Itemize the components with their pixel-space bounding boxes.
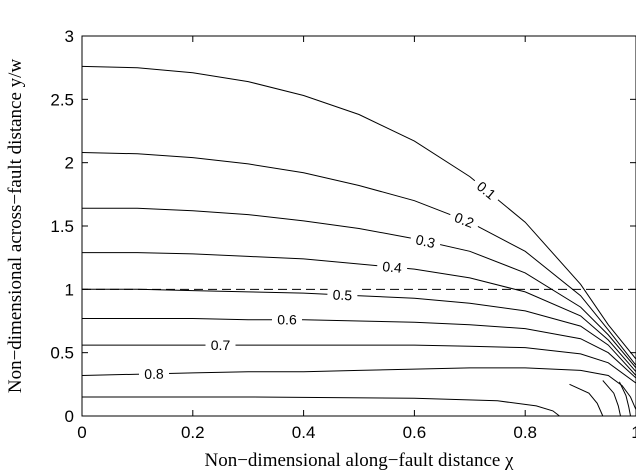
x-axis-ticks: 0 0.2 0.4 0.6 0.8 1 [77, 36, 636, 442]
y-tick-label: 2.5 [50, 90, 74, 109]
x-axis-label: Non−dimensional along−fault distance χ [205, 450, 515, 471]
y-tick-label: 1.5 [50, 217, 74, 236]
y-axis-label: Non−dimensional across−fault distance y/… [5, 59, 26, 394]
contour-line-0-6 [82, 318, 636, 379]
plot-area [82, 36, 636, 416]
contour-label-background [409, 230, 442, 253]
contour-label-background [376, 257, 408, 277]
contour-label-text: 0.5 [332, 286, 352, 303]
x-tick-label: 0 [77, 423, 86, 442]
contour-line-0-5 [82, 288, 636, 376]
contour-label-text: 0.7 [211, 337, 231, 353]
contour-label-background [447, 207, 482, 233]
contour-label-0-7: 0.7 [205, 337, 236, 354]
y-tick-label: 0 [65, 407, 74, 426]
contour-label-0-8: 0.8 [138, 365, 170, 383]
y-tick-label: 3 [65, 27, 74, 46]
x-tick-label: 0.4 [292, 423, 316, 442]
contour-label-text: 0.8 [144, 366, 164, 382]
x-tick-label: 0.6 [403, 423, 427, 442]
contour-labels: 0.10.20.30.40.50.60.70.8 [138, 174, 504, 383]
contour-label-text: 0.3 [414, 231, 437, 251]
contour-line-0-3 [82, 207, 636, 369]
contour-line-unlabeled-8 [82, 396, 560, 417]
contour-label-background [469, 174, 504, 207]
contour-label-background [205, 337, 236, 354]
contour-label-0-5: 0.5 [327, 286, 358, 304]
y-tick-label: 1 [65, 280, 74, 299]
y-axis-ticks: 0 0.5 1 1.5 2 2.5 3 [50, 27, 636, 426]
contour-line-0-7 [82, 344, 636, 384]
contour-label-0-3: 0.3 [409, 230, 442, 253]
contour-label-0-6: 0.6 [272, 311, 302, 328]
contour-line-0-8 [81, 367, 636, 410]
y-tick-label: 0.5 [50, 344, 74, 363]
contour-label-text: 0.2 [452, 209, 476, 231]
x-tick-label: 0.2 [181, 423, 205, 442]
contour-line-unlabeled-9 [569, 383, 604, 417]
contour-label-text: 0.4 [382, 258, 403, 276]
contour-line-0-1 [81, 65, 636, 360]
contour-label-0-2: 0.2 [447, 207, 482, 233]
contour-label-background [138, 365, 170, 383]
x-tick-label: 1 [631, 423, 636, 442]
contour-label-background [327, 286, 358, 304]
y-tick-label: 2 [65, 154, 74, 173]
contour-lines [81, 65, 636, 417]
contour-label-0-4: 0.4 [376, 257, 408, 277]
contour-line-unlabeled-10 [602, 380, 621, 417]
contour-line-0-2 [81, 152, 636, 366]
contour-line-unlabeled-11 [618, 381, 631, 417]
x-tick-label: 0.8 [513, 423, 537, 442]
contour-label-text: 0.6 [277, 312, 297, 328]
contour-label-background [272, 311, 302, 328]
